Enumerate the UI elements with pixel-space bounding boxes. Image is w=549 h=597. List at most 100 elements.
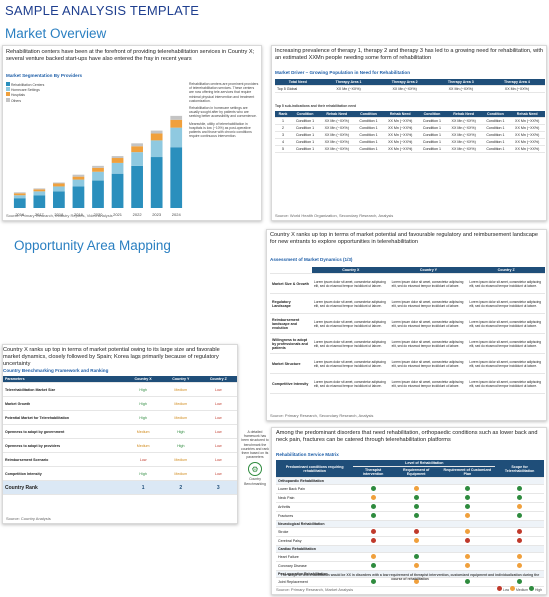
panel3-table-title: Assessment of Market Dynamics (1/3) [270, 257, 353, 262]
panel1-chart-title: Market Segmentation By Providers [6, 73, 83, 78]
col-header: Therapy Area 4 [488, 79, 545, 86]
dynamics-table: Country X Country Y Country Z Market Siz… [270, 267, 545, 394]
level-indicator [517, 579, 523, 584]
level-indicator [370, 579, 376, 584]
bar-segment [53, 191, 65, 208]
level-indicator [517, 538, 523, 543]
level-indicator [413, 504, 419, 509]
bar-segment [111, 173, 124, 208]
subindication-table: Rank Condition Rehab Need Condition Rehab … [275, 111, 545, 153]
panel5-footnote: The scope of telerehabilitation would be… [280, 573, 540, 582]
x-tick-label: 2020 [94, 212, 104, 217]
panel2-table-title: Market Driver – Growing Population in Ne… [275, 70, 411, 75]
x-tick-label: 2021 [113, 212, 123, 217]
level-indicator [517, 513, 523, 518]
bar-segment [53, 183, 65, 187]
panel1-bullets: Rehabilitation centers are prominent pro… [189, 82, 259, 138]
col-header: Therapy Area 2 [376, 79, 433, 86]
bar-segment [72, 176, 85, 180]
country-benchmarking-slide: Country X ranks up top in terms of marke… [2, 344, 238, 524]
table-row: Openness to adopt by providers Medium High… [3, 438, 237, 453]
table-row: Market Size & Growth Lorem ipsum dolor si… [270, 273, 545, 294]
panel5-table-title: Rehabilitation Service Matrix [276, 452, 339, 457]
bar-segment [33, 191, 46, 196]
bar-segment [72, 174, 85, 177]
bullet-item: Rehabilitation centers are prominent pro… [189, 82, 259, 103]
level-indicator [517, 504, 523, 509]
panel3-source: Source: Primary Research, Secondary Rese… [270, 413, 374, 418]
table-row: Fractures [276, 511, 544, 521]
bar-segment [170, 127, 183, 148]
need-table: Total Need Therapy Area 1 Therapy Area 2… [275, 79, 545, 93]
callout-text: A detailed framework has been structured… [241, 430, 269, 460]
panel5-source: Source: Primary Research, Market Analysi… [276, 587, 354, 592]
col-header: Total Need [275, 79, 321, 86]
panel2-heading: Increasing prevalence of therapy 1, ther… [275, 48, 544, 61]
x-tick-label: 2023 [152, 212, 162, 217]
table-row: Willingness to adopt by professionals an… [270, 333, 545, 354]
level-indicator [464, 504, 470, 509]
bar-segment [13, 195, 26, 199]
x-tick-label: 2017 [35, 212, 45, 217]
level-indicator [413, 554, 419, 559]
table-row: Market Growth High Medium Low [3, 396, 237, 411]
bar-segment [111, 158, 124, 163]
table-row: Reimbursement Scenario Low Medium Low [3, 452, 237, 467]
level-indicator [464, 538, 470, 543]
panel4-source: Source: Country Analysis [6, 516, 51, 521]
level-indicator [517, 529, 523, 534]
table-row: 2 Condition 1 XX Mn (~XX%) Condition 1 XX Mn… [275, 124, 545, 132]
table-row: Top 5 Global XX Mn (~XX%) XX Mn (~XX%) X… [275, 85, 545, 93]
bar-segment [111, 156, 124, 159]
level-indicator [464, 529, 470, 534]
bar-segment [33, 189, 46, 192]
col-header: Therapy Area 3 [432, 79, 489, 86]
table-row: Telerehabilitation Market Size High Medium… [3, 382, 237, 397]
legend-item: Rehabilitation Centers [6, 82, 66, 87]
level-indicator [413, 529, 419, 534]
level-indicator [413, 563, 419, 568]
market-segmentation-slide: Rehabilitation centers have been at the … [2, 45, 262, 221]
table-row: Heart Failure [276, 552, 544, 562]
bar-segment [170, 119, 183, 128]
level-indicator [517, 563, 523, 568]
bar-segment [150, 130, 163, 134]
panel1-intro: Rehabilitation centers have been at the … [6, 49, 255, 62]
table-row: 1 Condition 1 XX Mn (~XX%) Condition 1 XX Mn… [275, 117, 545, 125]
section-title-opportunity: Opportunity Area Mapping [14, 238, 171, 253]
level-indicator [413, 495, 419, 500]
panel4-heading: Country X ranks up top in terms of marke… [3, 347, 220, 367]
table-row: 5 Condition 1 XX Mn (~XX%) Condition 1 XX Mn… [275, 145, 545, 153]
bullet-item: Rehabilitation in homecare settings are … [189, 106, 257, 119]
level-indicator [464, 554, 470, 559]
bar-segment [170, 115, 183, 120]
bar-segment [13, 192, 26, 194]
x-tick-label: 2018 [54, 212, 64, 217]
x-tick-label: 2019 [74, 212, 84, 217]
service-matrix-slide: Among the predominant disorders that nee… [271, 427, 547, 595]
table-row: 3 Condition 1 XX Mn (~XX%) Condition 1 XX Mn… [275, 131, 545, 139]
service-matrix-table: Predominant conditions requiring rehabil… [276, 460, 544, 587]
table-row: Market Structure Lorem ipsum dolor sit am… [270, 353, 545, 374]
bar-segment [92, 165, 104, 168]
level-indicator [413, 538, 419, 543]
stacked-bar-chart: 2016 2017 2018 2019 2020 2021 2022 2023 2024 [13, 115, 183, 217]
level-indicator [370, 563, 376, 568]
table-row: Potential Market for Telerehabilitation H… [3, 410, 237, 425]
market-driver-slide: Increasing prevalence of therapy 1, ther… [271, 45, 547, 221]
chart-legend: Rehabilitation Centers Homecare Settings… [6, 82, 66, 103]
benchmark-table: Parameters Country X Country Y Country Z… [3, 376, 237, 495]
market-dynamics-slide: Country X ranks up top in terms of marke… [266, 229, 547, 421]
legend-item: Homecare Settings [6, 87, 66, 92]
bar-segment [53, 182, 65, 184]
group-row: Neurological Rehabilitation [276, 520, 544, 528]
table-row: Cerebral Palsy [276, 536, 544, 546]
legend-item: Hospitals [6, 92, 66, 97]
benchmark-icon: ⚙ [248, 462, 262, 477]
level-indicator [370, 504, 376, 509]
table-row: 4 Condition 1 XX Mn (~XX%) Condition 1 XX Mn… [275, 138, 545, 146]
bar-segment [131, 165, 143, 208]
panel2-source: Source: World Health Organization, Secon… [275, 213, 394, 218]
panel5-heading: Among the predominant disorders that nee… [276, 430, 538, 443]
bar-segment [131, 146, 143, 153]
